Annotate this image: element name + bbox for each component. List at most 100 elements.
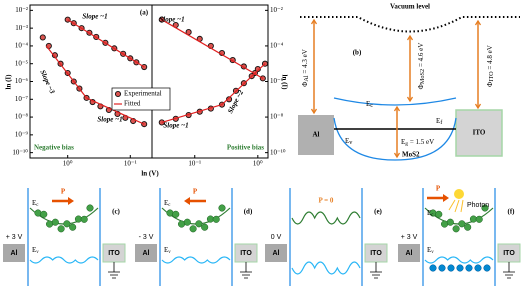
y-tick-label: 10⁻⁹ (15, 130, 29, 138)
ec-label-sub: c (431, 213, 434, 218)
phi-mos2-arrow-head (406, 34, 414, 41)
ec-label: Ec (366, 100, 373, 110)
ev-label-sub: v (431, 250, 434, 255)
electron (452, 225, 460, 233)
panel-label: (a) (140, 9, 149, 17)
electron (435, 210, 443, 218)
ec-label: Ec (32, 199, 39, 209)
polarization-label: P (61, 188, 66, 196)
panel-label: (e) (374, 208, 382, 216)
ground (370, 262, 382, 279)
data-point (158, 119, 165, 126)
al-electrode (265, 244, 287, 262)
y-tick-label: 10⁻¹⁰ (12, 148, 28, 156)
electron (195, 220, 203, 228)
ev-label: Ev (32, 246, 39, 256)
eg-label: Eg = 1.5 eV (401, 138, 434, 148)
ito-label: ITO (503, 250, 515, 257)
al-electrode (3, 244, 25, 262)
slope-annotation: Slope ~1 (159, 16, 184, 24)
electron (86, 204, 94, 212)
phi-al-sub: Al (303, 75, 310, 82)
polarization-label: P (436, 185, 441, 193)
phi-ito-sub: ITO (488, 71, 495, 82)
y-tick-label: 10⁻⁷ (15, 95, 29, 103)
x-tick-label: 10⁻¹ (188, 160, 201, 168)
al-electrode (298, 115, 334, 155)
electron (57, 225, 65, 233)
ef-label-sub: f (440, 119, 443, 126)
bias-label: 0 V (271, 234, 282, 241)
x-tick-label: 10⁻¹ (124, 160, 137, 168)
photon-ray (448, 199, 464, 213)
ito-label: ITO (108, 250, 120, 257)
y-tick-label: 10⁻⁴ (15, 42, 29, 50)
al-label: Al (11, 250, 18, 257)
y-tick-label: 10⁻⁵ (15, 59, 29, 67)
x-tick-label: 10⁰ (63, 160, 73, 168)
phi-ito-text: = 4.8 eV (486, 45, 494, 71)
phi-al-arrow-head (310, 18, 318, 25)
fit-line (45, 19, 145, 125)
valence-band (424, 256, 494, 264)
eg-label-symbol: E (401, 138, 405, 146)
polarization-label: P (193, 188, 198, 196)
legend-label: Fitted (124, 100, 141, 108)
data-point (254, 66, 261, 73)
slope-annotation: Slope ~1 (82, 13, 107, 21)
ground (108, 262, 120, 279)
hole (447, 264, 455, 272)
polarization-arrow-head (443, 194, 449, 202)
ev-label: Ev (427, 246, 434, 256)
al-electrode (398, 244, 420, 262)
electron (464, 223, 472, 231)
ec-label: Ec (164, 199, 171, 209)
conduction-band (291, 211, 361, 225)
bias-label: Positive bias (227, 144, 264, 152)
phi-mos2: ΦMoS2 = 4.6 eV (417, 43, 427, 90)
y-tick-label: 10⁻⁸ (270, 113, 284, 121)
eg-arrow-head (393, 152, 401, 159)
electron (51, 218, 59, 226)
ito-label: ITO (240, 250, 252, 257)
phi-al-arrow-head (310, 108, 318, 115)
electron (80, 215, 88, 223)
al-label: Al (313, 131, 320, 139)
ec-label-sub: c (168, 203, 171, 208)
electron (189, 225, 197, 233)
ev-label-symbol: E (164, 246, 168, 254)
phi-mos2-arrow-head (406, 96, 414, 103)
bias-label: + 3 V (401, 234, 418, 241)
eg-arrow-head (393, 105, 401, 112)
y-tick-label: 10⁻² (270, 6, 283, 14)
electron (212, 215, 220, 223)
phi-ito: ΦITO = 4.8 eV (486, 45, 496, 87)
phi-ito-arrow-head (474, 19, 482, 26)
electron (172, 210, 180, 218)
hole (474, 264, 482, 272)
electron (166, 209, 174, 217)
slope-annotation: Slope ~1 (163, 122, 188, 130)
legend-label: Experimental (124, 90, 162, 98)
valence-band (291, 261, 361, 275)
bias-label: Negative bias (34, 144, 74, 152)
electron (475, 215, 483, 223)
ec-label-symbol: E (164, 199, 168, 207)
ev-label-sub: v (36, 250, 39, 255)
ito-electrode (455, 109, 503, 157)
hole (429, 264, 437, 272)
vacuum-label: Vacuum level (390, 3, 430, 11)
ev-label: Ev (164, 246, 171, 256)
y-tick-label: 10⁻² (15, 6, 28, 14)
ito-label: ITO (473, 129, 486, 137)
electron (218, 204, 226, 212)
bias-label: + 3 V (6, 234, 23, 241)
ec-label-symbol: E (366, 100, 370, 108)
al-label: Al (406, 250, 413, 257)
phi-al-text: = 4.3 eV (301, 49, 309, 75)
electron (446, 218, 454, 226)
y-tick-label: 10⁻⁸ (15, 113, 29, 121)
phi-al-symbol: Φ (301, 82, 309, 87)
bias-label: - 3 V (139, 234, 154, 241)
